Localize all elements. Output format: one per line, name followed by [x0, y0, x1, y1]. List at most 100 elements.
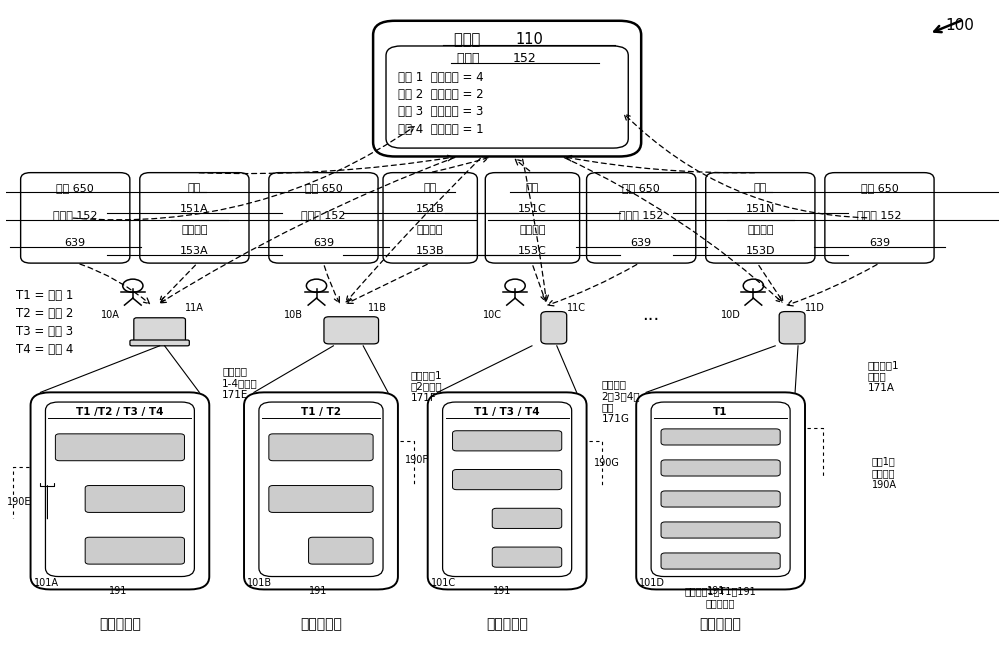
FancyBboxPatch shape	[661, 429, 780, 445]
Text: 内容 650: 内容 650	[622, 183, 660, 193]
Text: 针对主题1
和2的线程
171F: 针对主题1 和2的线程 171F	[411, 370, 442, 403]
Text: 针对主题
1-4的线程
171E: 针对主题 1-4的线程 171E	[222, 367, 258, 400]
FancyBboxPatch shape	[269, 485, 373, 513]
FancyBboxPatch shape	[661, 491, 780, 507]
Text: 单主题格式: 单主题格式	[700, 617, 742, 631]
Text: 配置数据: 配置数据	[519, 225, 546, 235]
FancyBboxPatch shape	[428, 393, 587, 589]
Text: 元数据 152: 元数据 152	[301, 210, 346, 221]
FancyBboxPatch shape	[492, 547, 562, 567]
FancyBboxPatch shape	[485, 173, 580, 263]
FancyBboxPatch shape	[492, 508, 562, 528]
Text: 配置数据: 配置数据	[417, 225, 443, 235]
Text: T1: T1	[713, 407, 728, 417]
Text: 消息: 消息	[188, 183, 201, 193]
Text: 151C: 151C	[518, 204, 547, 214]
Text: 191: 191	[493, 585, 511, 596]
FancyBboxPatch shape	[134, 318, 185, 342]
Text: T1 = 主题 1: T1 = 主题 1	[16, 289, 73, 302]
Text: 10A: 10A	[101, 310, 119, 320]
Text: 11A: 11A	[184, 303, 203, 313]
FancyBboxPatch shape	[55, 434, 184, 461]
Text: 153D: 153D	[746, 246, 775, 256]
Text: 101D: 101D	[639, 578, 665, 588]
Text: 101B: 101B	[247, 578, 272, 588]
Text: 190G: 190G	[594, 458, 619, 469]
FancyBboxPatch shape	[85, 485, 184, 513]
Text: T3 = 主题 3: T3 = 主题 3	[16, 325, 73, 338]
Text: 151N: 151N	[746, 204, 775, 214]
Text: 10D: 10D	[721, 310, 740, 320]
Text: 消息: 消息	[526, 183, 539, 193]
Text: T2 = 主题 2: T2 = 主题 2	[16, 307, 73, 320]
Text: 主题1的
现有消息
190A: 主题1的 现有消息 190A	[872, 456, 897, 490]
FancyBboxPatch shape	[453, 469, 562, 490]
Text: 152: 152	[513, 53, 537, 66]
FancyBboxPatch shape	[661, 553, 780, 569]
FancyBboxPatch shape	[386, 46, 628, 148]
FancyBboxPatch shape	[373, 21, 641, 156]
Text: 针对主题1（T1）191
的传入消息: 针对主题1（T1）191 的传入消息	[685, 586, 756, 608]
FancyBboxPatch shape	[130, 340, 189, 346]
Text: 151B: 151B	[416, 204, 445, 214]
Text: T1 / T2: T1 / T2	[301, 407, 341, 417]
Text: 配置数据: 配置数据	[181, 225, 208, 235]
FancyBboxPatch shape	[45, 402, 194, 576]
FancyBboxPatch shape	[661, 460, 780, 476]
Text: 消息: 消息	[754, 183, 767, 193]
FancyBboxPatch shape	[31, 393, 209, 589]
Text: T1 / T3 / T4: T1 / T3 / T4	[474, 407, 540, 417]
Text: 191: 191	[309, 585, 328, 596]
Text: 多主题格式: 多主题格式	[486, 617, 528, 631]
Text: 内容 650: 内容 650	[56, 183, 94, 193]
Text: 151A: 151A	[180, 204, 209, 214]
Text: 多主题格式: 多主题格式	[99, 617, 141, 631]
FancyBboxPatch shape	[244, 393, 398, 589]
FancyBboxPatch shape	[21, 173, 130, 263]
Text: 设备 4  主题限制 = 1: 设备 4 主题限制 = 1	[398, 123, 484, 136]
Text: 元数据 152: 元数据 152	[53, 210, 97, 221]
Text: ...: ...	[642, 306, 660, 324]
Text: 639: 639	[313, 238, 334, 248]
Text: 多主题格式: 多主题格式	[301, 617, 342, 631]
Text: 190F: 190F	[405, 455, 429, 465]
Text: 设备 3  主题限制 = 3: 设备 3 主题限制 = 3	[398, 105, 483, 118]
Text: 101A: 101A	[34, 578, 59, 588]
Text: 11D: 11D	[805, 303, 825, 313]
FancyBboxPatch shape	[706, 173, 815, 263]
Text: 消息: 消息	[424, 183, 437, 193]
Text: 11C: 11C	[567, 303, 586, 313]
FancyBboxPatch shape	[779, 312, 805, 344]
FancyBboxPatch shape	[309, 537, 373, 564]
Text: 190E: 190E	[7, 497, 32, 508]
Text: 元数据: 元数据	[457, 53, 487, 66]
FancyBboxPatch shape	[651, 402, 790, 576]
FancyBboxPatch shape	[443, 402, 572, 576]
Text: 101C: 101C	[431, 578, 456, 588]
Text: 元数据 152: 元数据 152	[619, 210, 663, 221]
Text: 153B: 153B	[416, 246, 445, 256]
FancyBboxPatch shape	[140, 173, 249, 263]
Text: 639: 639	[631, 238, 652, 248]
FancyBboxPatch shape	[269, 173, 378, 263]
Text: 153A: 153A	[180, 246, 209, 256]
Text: 110: 110	[515, 32, 543, 47]
Text: 内容 650: 内容 650	[861, 183, 898, 193]
FancyBboxPatch shape	[259, 402, 383, 576]
FancyBboxPatch shape	[825, 173, 934, 263]
Text: 设备 1  主题限制 = 4: 设备 1 主题限制 = 4	[398, 71, 484, 84]
FancyBboxPatch shape	[324, 317, 379, 344]
Text: 191: 191	[707, 585, 726, 596]
FancyBboxPatch shape	[269, 434, 373, 461]
FancyBboxPatch shape	[636, 393, 805, 589]
FancyBboxPatch shape	[587, 173, 696, 263]
Text: 10C: 10C	[483, 310, 502, 320]
FancyBboxPatch shape	[453, 431, 562, 451]
Text: 服务器: 服务器	[454, 32, 489, 47]
Text: 11B: 11B	[368, 303, 387, 313]
Text: 153C: 153C	[518, 246, 547, 256]
Text: 针对主题1
的线程
171A: 针对主题1 的线程 171A	[868, 360, 899, 393]
Text: 元数据 152: 元数据 152	[857, 210, 902, 221]
Text: 内容 650: 内容 650	[305, 183, 342, 193]
Text: 配置数据: 配置数据	[747, 225, 774, 235]
